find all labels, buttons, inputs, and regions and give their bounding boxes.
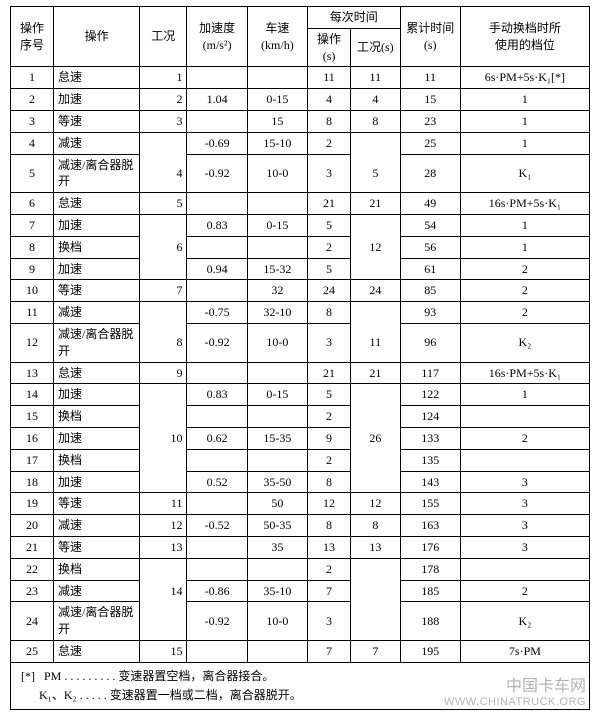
table-row: 10等速7322424852 (11, 280, 590, 302)
table-row: 8换档6212561 (11, 236, 590, 258)
th-seq: 操作序号 (11, 7, 54, 67)
table-row: 2加速21.040-1544151 (11, 89, 590, 111)
footnote-block: [*] PM . . . . . . . . . 变速器置空档，离合器接合。 K… (10, 663, 590, 710)
th-each-time: 每次时间 (308, 7, 401, 29)
table-row: 1怠速11111116s·PM+5s·K₁[*] (11, 67, 590, 89)
footnote-line1: PM . . . . . . . . . 变速器置空档，离合器接合。 (44, 669, 274, 683)
table-row: 18加速0.5235-5081433 (11, 471, 590, 493)
table-row: 15换档2124 (11, 406, 590, 428)
table-row: 23减速14-0.8635-1071852 (11, 580, 590, 602)
th-t-op: 操作(s) (308, 28, 351, 67)
table-row: 24减速/离合器脱开-0.9210-03188K₂ (11, 602, 590, 641)
footnote-mark: [*] (21, 669, 35, 683)
th-accel: 加速度(m/s²) (187, 7, 247, 67)
table-body: 1怠速11111116s·PM+5s·K₁[*]2加速21.040-154415… (11, 67, 590, 662)
th-t-cond: 工况(s) (351, 28, 401, 67)
table-row: 21等速133513131763 (11, 536, 590, 558)
table-row: 6怠速521214916s·PM+5s·K₁ (11, 193, 590, 215)
table-row: 9加速0.9415-325612 (11, 258, 590, 280)
table-row: 13怠速9212111716s·PM+5s·K₁ (11, 362, 590, 384)
driving-cycle-table: 操作序号 操作 工况 加速度(m/s²) 车速(km/h) 每次时间 累计时间(… (10, 6, 590, 663)
table-row: 17换档2135 (11, 449, 590, 471)
table-row: 22换档2178 (11, 558, 590, 580)
table-row: 7加速0.830-155541 (11, 214, 590, 236)
table-row: 16加速100.6215-359261332 (11, 427, 590, 449)
th-gear: 手动换档时所使用的档位 (460, 7, 589, 67)
table-row: 11减速-0.7532-108932 (11, 302, 590, 324)
table-row: 25怠速15771957s·PM (11, 640, 590, 662)
table-row: 19等速115012121553 (11, 493, 590, 515)
table-row: 5减速/离合器脱开4-0.9210-03528K₁ (11, 154, 590, 193)
table-row: 20减速12-0.5250-35881633 (11, 515, 590, 537)
table-row: 3等速31588231 (11, 110, 590, 132)
table-header: 操作序号 操作 工况 加速度(m/s²) 车速(km/h) 每次时间 累计时间(… (11, 7, 590, 67)
table-row: 14加速0.830-1551221 (11, 384, 590, 406)
footnote-line2: K₁、K₂ . . . . . 变速器置一档或二档，离合器脱开。 (39, 688, 302, 702)
th-op: 操作 (54, 7, 140, 67)
th-cum: 累计时间(s) (400, 7, 460, 67)
table-row: 12减速/离合器脱开8-0.9210-031196K₂ (11, 323, 590, 362)
table-row: 4减速-0.6915-102251 (11, 132, 590, 154)
th-cond: 工况 (140, 7, 187, 67)
th-speed: 车速(km/h) (247, 7, 307, 67)
